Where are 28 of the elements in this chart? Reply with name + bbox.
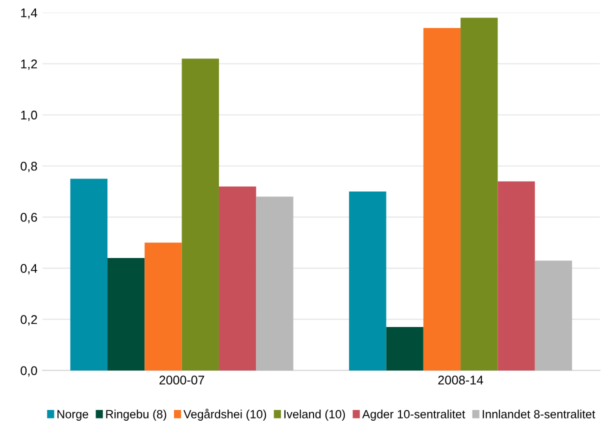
legend-label: Iveland (10) — [284, 410, 345, 421]
bar — [70, 178, 108, 370]
bar — [423, 28, 461, 370]
y-tick-label: 0,2 — [20, 315, 37, 326]
bar — [498, 181, 535, 370]
bar — [534, 260, 572, 370]
y-tick-label: 1,0 — [21, 110, 38, 121]
bar — [182, 58, 219, 370]
y-tick-label: 0,6 — [20, 212, 38, 224]
legend-label: Vegårdshei (10) — [183, 408, 266, 421]
bar — [107, 258, 145, 370]
x-tick-label: 2008-14 — [438, 376, 484, 385]
y-tick-label: 1,4 — [21, 8, 38, 19]
legend-label: Agder 10-sentralitet — [362, 410, 466, 421]
bar — [349, 192, 386, 370]
legend-label: Norge — [58, 410, 88, 421]
y-tick-label: 0,0 — [20, 366, 38, 377]
y-tick-label: 1,2 — [21, 60, 37, 70]
y-tick-label: 0,4 — [20, 264, 38, 274]
legend-label: Ringebu (8) — [106, 410, 166, 421]
bar — [460, 18, 498, 370]
bar — [386, 327, 424, 370]
bar — [218, 186, 256, 370]
y-tick-label: 0,8 — [20, 162, 38, 172]
bar — [144, 242, 182, 370]
legend-label: Innlandet 8-sentralitet — [482, 410, 596, 418]
bar — [256, 196, 294, 370]
x-tick-label: 2000-07 — [159, 376, 204, 385]
